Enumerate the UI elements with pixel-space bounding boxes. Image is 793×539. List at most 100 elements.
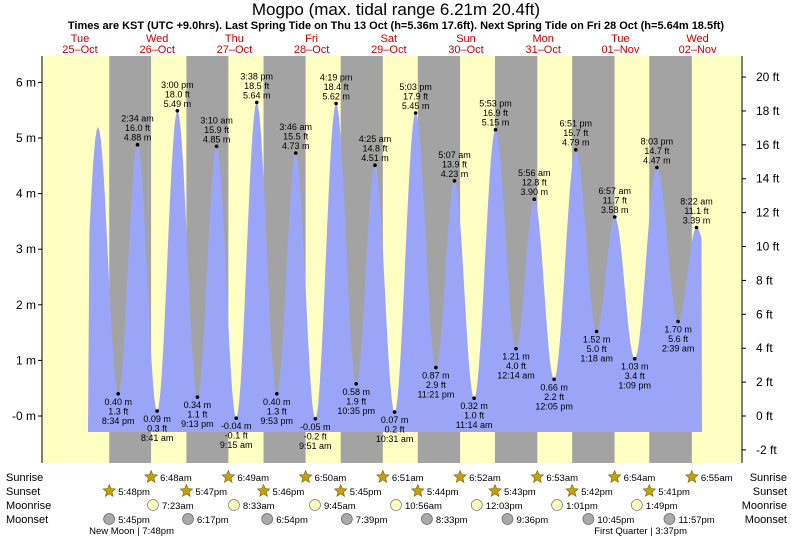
moonset-icon	[340, 513, 353, 525]
day-date: 27–Oct	[217, 44, 252, 56]
tide-label: 4.73 m	[282, 141, 310, 151]
day-name: Wed	[686, 33, 708, 45]
moonset-icon	[582, 513, 595, 525]
tide-point-dot	[514, 346, 518, 351]
tide-label: 11.1 ft	[684, 206, 709, 216]
tide-label: 12:14 am	[497, 371, 535, 381]
tide-point-low: -0.04 m-0.1 ft9:15 am	[220, 416, 253, 450]
moonset-time: 10:45pm	[597, 515, 634, 526]
tide-point-dot	[334, 101, 338, 106]
tide-label: 3:00 pm	[161, 80, 194, 90]
moonrise-event: 1:49pm	[630, 499, 678, 512]
star-icon	[410, 483, 425, 497]
y-tick-label-m: -0 m	[12, 409, 36, 423]
day-date: 31–Oct	[525, 44, 560, 56]
tide-point-low: 0.09 m0.3 ft8:41 am	[141, 409, 173, 443]
tide-label: 3.4 ft	[625, 371, 646, 381]
tide-label: 1.03 m	[621, 362, 649, 372]
y-tick-label-ft: 20 ft	[756, 70, 780, 84]
tide-point-dot	[676, 319, 680, 324]
moonrise-time: 8:33am	[243, 501, 275, 512]
left-axis-panel	[0, 56, 42, 463]
tide-label: 15.9 ft	[204, 125, 230, 135]
tide-label: 0.58 m	[342, 387, 370, 397]
tide-label: 0.40 m	[263, 397, 291, 407]
tide-point-dot	[574, 147, 578, 152]
tide-label: 0.3 ft	[147, 424, 168, 434]
sunset-event: 5:41pm	[642, 483, 690, 498]
row-label-right: Moonrise	[742, 500, 787, 512]
tide-label: 4.79 m	[562, 138, 590, 148]
tide-point-dot	[434, 365, 438, 370]
right-axis-panel	[742, 56, 793, 463]
moonrise-time: 7:23am	[162, 501, 194, 512]
tide-label: 17.9 ft	[403, 92, 429, 102]
tide-point-dot	[452, 179, 457, 183]
tide-label: 5.6 ft	[668, 334, 689, 344]
tide-point-dot	[293, 151, 298, 155]
tide-label: 5:07 am	[438, 150, 471, 160]
tide-point-dot	[493, 127, 498, 132]
y-tick-label-ft: 6 ft	[756, 307, 773, 321]
sunset-event: 5:45pm	[333, 483, 381, 498]
moonrise-icon	[470, 499, 483, 511]
day-name: Mon	[532, 33, 553, 45]
y-tick-label-ft: 14 ft	[756, 172, 780, 186]
moonrise-icon	[390, 499, 402, 511]
star-icon	[333, 483, 348, 497]
y-tick-label-m: 1 m	[16, 353, 36, 367]
moonset-time: 8:33pm	[436, 515, 468, 526]
day-name: Tue	[71, 33, 90, 45]
moonset-icon	[103, 513, 115, 525]
tide-label: 4.88 m	[124, 133, 152, 143]
tide-label: 2.2 ft	[544, 392, 565, 402]
tide-label: 15.7 ft	[563, 128, 589, 138]
sunrise-time: 6:50am	[315, 473, 347, 484]
tide-label: 5:56 am	[518, 168, 551, 178]
row-label-left: Moonset	[6, 514, 48, 526]
tide-label: 11:14 am	[456, 420, 493, 430]
tide-label: 9:15 am	[220, 440, 253, 450]
row-label-right: Sunset	[753, 486, 787, 498]
tide-label: 1.21 m	[502, 352, 530, 362]
moonset-icon	[421, 513, 433, 525]
tide-label: 5.62 m	[322, 92, 350, 102]
row-label-left: Moonrise	[6, 500, 51, 512]
tide-label: 5:03 pm	[399, 82, 432, 92]
tide-label: 5.49 m	[164, 99, 192, 109]
moonset-time: 6:54pm	[276, 515, 308, 526]
tide-point-low: 0.40 m1.3 ft8:34 pm	[102, 392, 134, 426]
tide-point-dot	[175, 109, 180, 113]
sunrise-time: 6:52am	[469, 473, 501, 484]
tide-label: 8:22 am	[680, 197, 713, 207]
tide-label: 8:03 pm	[641, 137, 674, 147]
tide-label: 0.2 ft	[385, 425, 406, 435]
tide-label: 5.45 m	[402, 101, 430, 111]
moonset-time: 11:57pm	[678, 515, 714, 526]
tide-label: 4:25 am	[359, 134, 392, 144]
moonset-icon	[663, 513, 676, 525]
y-tick-label-ft: 16 ft	[756, 138, 780, 152]
tide-point-low: -0.05 m-0.2 ft9:51 am	[299, 417, 332, 451]
tide-label: 13.9 ft	[442, 159, 468, 169]
moonset-time: 5:45pm	[118, 515, 150, 526]
star-icon	[221, 469, 236, 483]
moonset-event: 11:57pm	[663, 513, 715, 526]
sunset-event: 5:44pm	[410, 483, 459, 498]
star-icon	[144, 469, 159, 483]
